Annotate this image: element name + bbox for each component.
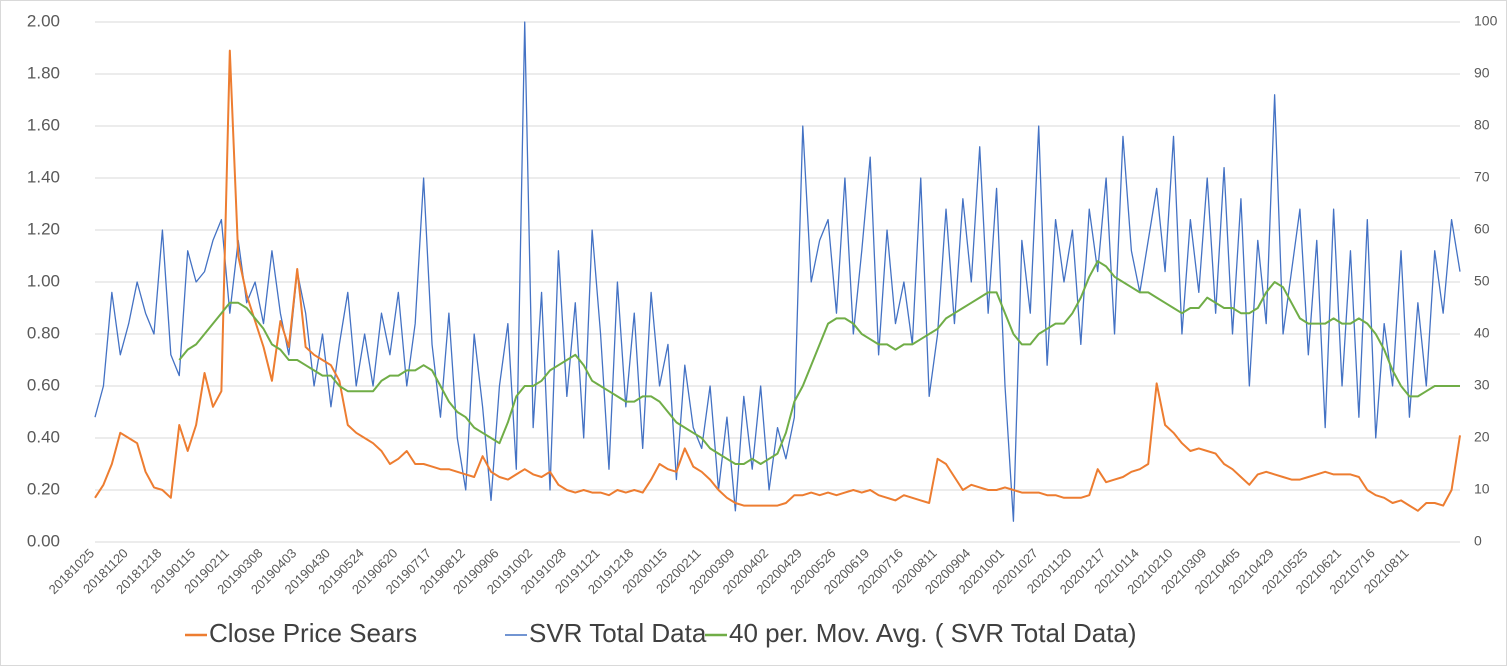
y-tick-label: 2.00 [27,11,60,30]
series-line [178,260,1460,465]
legend-label: SVR Total Data [529,618,707,648]
y-tick-label: 1.60 [27,115,60,134]
y-tick-label: 1.00 [27,271,60,290]
y2-tick-label: 60 [1474,221,1490,237]
y-tick-label: 0.60 [27,375,60,394]
y-tick-label: 0.40 [27,427,60,446]
legend-label: Close Price Sears [209,618,417,648]
y2-tick-label: 30 [1474,377,1490,393]
y2-tick-label: 100 [1474,13,1498,29]
y-tick-label: 1.40 [27,167,60,186]
y2-tick-label: 80 [1474,117,1490,133]
y2-tick-label: 10 [1474,481,1490,497]
series-line [94,49,1461,512]
y2-tick-label: 0 [1474,533,1482,549]
y2-tick-label: 40 [1474,325,1490,341]
y2-tick-label: 50 [1474,273,1490,289]
y2-tick-label: 90 [1474,65,1490,81]
y-tick-label: 0.00 [27,531,60,550]
y-tick-label: 0.20 [27,479,60,498]
y-tick-label: 1.80 [27,63,60,82]
y2-tick-label: 20 [1474,429,1490,445]
legend-label: 40 per. Mov. Avg. ( SVR Total Data) [729,618,1137,648]
y-tick-label: 0.80 [27,323,60,342]
series-line [94,21,1461,522]
y2-tick-label: 70 [1474,169,1490,185]
y-tick-label: 1.20 [27,219,60,238]
